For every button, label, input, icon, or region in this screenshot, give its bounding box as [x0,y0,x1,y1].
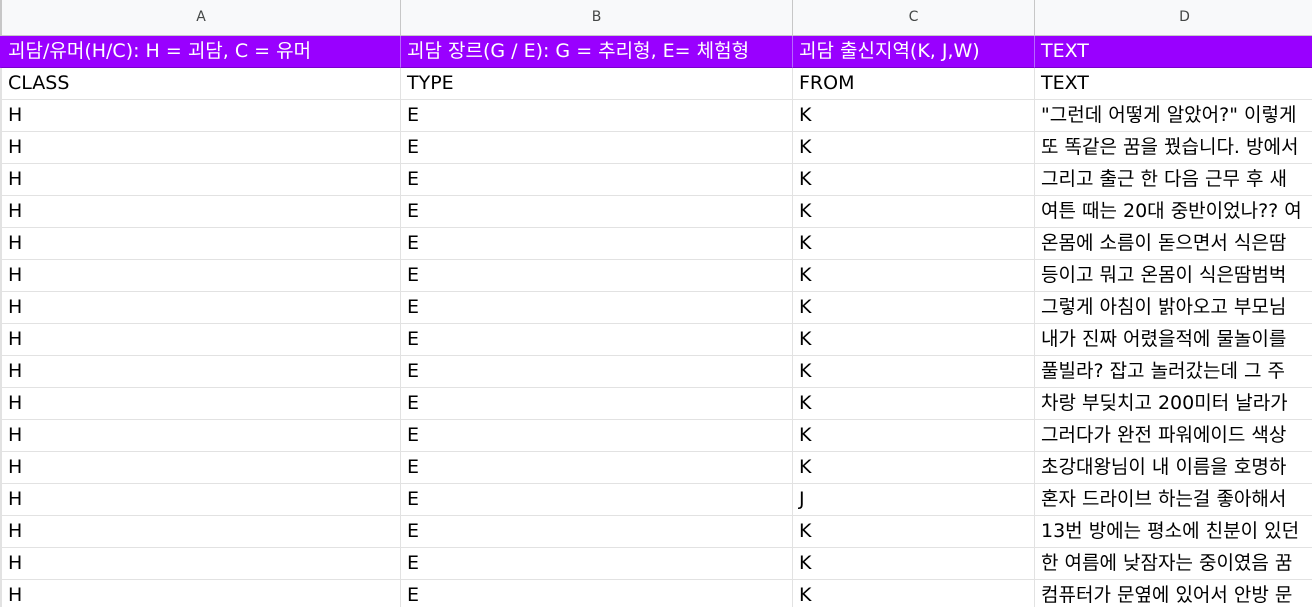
column-header-a[interactable]: A [0,0,401,36]
cell-from[interactable]: K [793,260,1035,292]
cell-type[interactable]: E [401,420,793,452]
cell-class[interactable]: H [0,132,401,164]
cell-text[interactable]: 13번 방에는 평소에 친분이 있던 [1035,516,1312,548]
cell-text[interactable]: 등이고 뭐고 온몸이 식은땀범벅 [1035,260,1312,292]
cell-type[interactable]: E [401,100,793,132]
cell-text[interactable]: 여튼 때는 20대 중반이었나?? 여 [1035,196,1312,228]
column-header-c[interactable]: C [793,0,1035,36]
table-row: H E K 차랑 부딪치고 200미터 날라가 [0,388,1312,420]
cell-text[interactable]: 내가 진짜 어렸을적에 물놀이를 [1035,324,1312,356]
cell-type[interactable]: E [401,260,793,292]
cell-type[interactable]: E [401,484,793,516]
cell-type[interactable]: E [401,324,793,356]
cell-from[interactable]: K [793,580,1035,607]
cell-class[interactable]: H [0,452,401,484]
column-header-bar: A B C D [0,0,1312,36]
cell-text[interactable]: 한 여름에 낮잠자는 중이였음 꿈 [1035,548,1312,580]
cell-class[interactable]: H [0,196,401,228]
cell-text[interactable]: 그러다가 완전 파워에이드 색상 [1035,420,1312,452]
column-header-b[interactable]: B [401,0,793,36]
table-row: H E K 그러다가 완전 파워에이드 색상 [0,420,1312,452]
table-row: H E K 등이고 뭐고 온몸이 식은땀범벅 [0,260,1312,292]
cell-text[interactable]: 차랑 부딪치고 200미터 날라가 [1035,388,1312,420]
cell-from[interactable]: K [793,388,1035,420]
cell-class[interactable]: H [0,292,401,324]
cell-class[interactable]: H [0,100,401,132]
cell-type[interactable]: E [401,548,793,580]
cell-class[interactable]: H [0,228,401,260]
cell-text[interactable]: 온몸에 소름이 돋으면서 식은땀 [1035,228,1312,260]
cell-class[interactable]: H [0,548,401,580]
table-row: H E K 13번 방에는 평소에 친분이 있던 [0,516,1312,548]
cell-text[interactable]: "그런데 어떻게 알았어?" 이렇게 [1035,100,1312,132]
cell-type[interactable]: E [401,292,793,324]
cell-class[interactable]: H [0,356,401,388]
table-row: H E K 내가 진짜 어렸을적에 물놀이를 [0,324,1312,356]
cell-type[interactable]: E [401,452,793,484]
cell-type[interactable]: E [401,196,793,228]
table-row: H E K 그리고 출근 한 다음 근무 후 새 [0,164,1312,196]
cell-from[interactable]: K [793,516,1035,548]
cell-from[interactable]: K [793,356,1035,388]
cell-from[interactable]: K [793,548,1035,580]
cell-type[interactable]: E [401,164,793,196]
cell-from[interactable]: J [793,484,1035,516]
table-row: H E K 여튼 때는 20대 중반이었나?? 여 [0,196,1312,228]
cell-class[interactable]: H [0,516,401,548]
column-header-d[interactable]: D [1035,0,1312,36]
table-row: H E K 컴퓨터가 문옆에 있어서 안방 문 [0,580,1312,607]
cell-from[interactable]: K [793,100,1035,132]
cell-from[interactable]: K [793,164,1035,196]
cell-class[interactable]: H [0,388,401,420]
cell-from[interactable]: K [793,196,1035,228]
cell-class[interactable]: H [0,420,401,452]
header-cell-from[interactable]: 괴담 출신지역(K, J,W) [793,36,1035,68]
cell-text[interactable]: 그렇게 아침이 밝아오고 부모님 [1035,292,1312,324]
cell-text[interactable]: 풀빌라? 잡고 놀러갔는데 그 주 [1035,356,1312,388]
cell-text[interactable]: TEXT [1035,68,1312,100]
cell-class[interactable]: H [0,260,401,292]
cell-from[interactable]: K [793,452,1035,484]
cell-text[interactable]: 컴퓨터가 문옆에 있어서 안방 문 [1035,580,1312,607]
cell-from[interactable]: K [793,292,1035,324]
table-row: H E K "그런데 어떻게 알았어?" 이렇게 [0,100,1312,132]
header-cell-class[interactable]: 괴담/유머(H/C): H = 괴담, C = 유머 [0,36,401,68]
cell-type[interactable]: E [401,580,793,607]
table-row: CLASS TYPE FROM TEXT [0,68,1312,100]
cell-class[interactable]: H [0,324,401,356]
cell-from[interactable]: FROM [793,68,1035,100]
table-row: H E K 풀빌라? 잡고 놀러갔는데 그 주 [0,356,1312,388]
cell-from[interactable]: K [793,324,1035,356]
table-row: H E K 온몸에 소름이 돋으면서 식은땀 [0,228,1312,260]
cell-type[interactable]: E [401,132,793,164]
cell-text[interactable]: 혼자 드라이브 하는걸 좋아해서 [1035,484,1312,516]
cell-text[interactable]: 그리고 출근 한 다음 근무 후 새 [1035,164,1312,196]
cell-from[interactable]: K [793,228,1035,260]
cell-type[interactable]: E [401,356,793,388]
header-cell-type[interactable]: 괴담 장르(G / E): G = 추리형, E= 체험형 [401,36,793,68]
cell-type[interactable]: E [401,388,793,420]
cell-class[interactable]: CLASS [0,68,401,100]
cell-from[interactable]: K [793,420,1035,452]
cell-type[interactable]: E [401,228,793,260]
header-row: 괴담/유머(H/C): H = 괴담, C = 유머 괴담 장르(G / E):… [0,36,1312,68]
cell-text[interactable]: 또 똑같은 꿈을 꿨습니다. 방에서 [1035,132,1312,164]
cell-text[interactable]: 초강대왕님이 내 이름을 호명하 [1035,452,1312,484]
cell-from[interactable]: K [793,132,1035,164]
header-cell-text[interactable]: TEXT [1035,36,1312,68]
cell-class[interactable]: H [0,580,401,607]
table-row: H E K 그렇게 아침이 밝아오고 부모님 [0,292,1312,324]
cell-type[interactable]: TYPE [401,68,793,100]
table-row: H E J 혼자 드라이브 하는걸 좋아해서 [0,484,1312,516]
cell-class[interactable]: H [0,164,401,196]
cell-type[interactable]: E [401,516,793,548]
table-row: H E K 초강대왕님이 내 이름을 호명하 [0,452,1312,484]
cell-class[interactable]: H [0,484,401,516]
